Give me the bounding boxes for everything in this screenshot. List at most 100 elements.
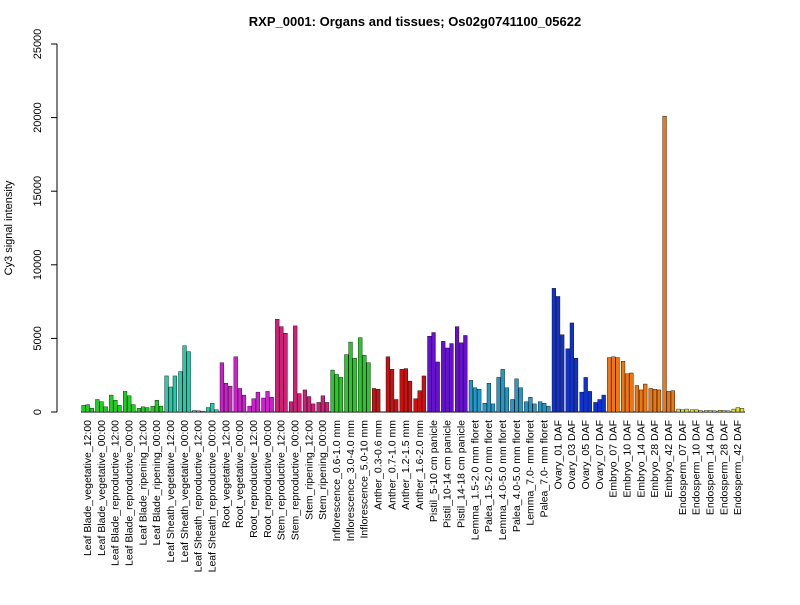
category-label-8: Leaf Sheath_reproductive_12:00 <box>193 420 205 573</box>
y-tick-label-1: 5000 <box>32 326 44 350</box>
bar-27-0 <box>454 326 460 413</box>
bar-6-0 <box>164 375 169 413</box>
category-label-47: Endosperm_42 DAF <box>732 420 744 515</box>
bar-23-0 <box>399 369 404 413</box>
bar-19-2 <box>352 358 357 413</box>
category-label-18: Inflorescence_0.6-1.0 mm <box>331 420 343 542</box>
bar-21-0 <box>371 388 377 413</box>
bar-46-1 <box>721 410 727 413</box>
bar-43-0 <box>676 408 681 413</box>
bar-2-1 <box>113 400 118 413</box>
bar-6-1 <box>168 386 173 413</box>
bar-19-1 <box>348 341 353 413</box>
bar-13-0 <box>261 397 266 413</box>
bar-46-0 <box>717 410 722 413</box>
bar-38-1 <box>611 356 616 413</box>
bar-24-0 <box>413 398 418 413</box>
bar-25-2 <box>435 361 440 413</box>
category-label-41: Embryo_28 DAF <box>649 420 661 498</box>
bar-31-0 <box>510 399 515 413</box>
bar-27-1 <box>459 342 464 413</box>
category-label-1: Leaf Blade_vegetative_00:00 <box>96 420 108 556</box>
bar-36-1 <box>583 377 588 413</box>
bar-44-2 <box>698 410 703 413</box>
bar-18-1 <box>334 374 339 413</box>
bar-12-0 <box>247 405 252 413</box>
bar-28-0 <box>468 380 473 413</box>
y-tick-label-0: 0 <box>32 409 44 415</box>
bar-26-1 <box>445 347 450 413</box>
bar-10-1 <box>223 383 229 413</box>
bar-37-1 <box>597 399 602 413</box>
bar-34-2 <box>560 334 565 413</box>
bar-9-0 <box>205 407 211 413</box>
bar-1-1 <box>99 401 104 413</box>
bar-32-2 <box>532 403 537 413</box>
bar-8-0 <box>192 410 197 413</box>
category-label-32: Lemma_7.0- mm floret <box>525 420 537 526</box>
bar-25-1 <box>431 332 436 413</box>
category-label-13: Root_reproductive_00:00 <box>262 420 274 538</box>
category-label-15: Stem_reproductive_00:00 <box>289 420 301 540</box>
bar-45-1 <box>708 410 713 413</box>
bar-16-1 <box>306 396 312 413</box>
bar-40-2 <box>643 383 648 413</box>
bar-26-2 <box>449 343 454 413</box>
bar-24-2 <box>421 375 426 413</box>
bar-1-2 <box>103 406 108 413</box>
bar-35-2 <box>573 358 579 413</box>
bar-0-2 <box>89 408 94 413</box>
bar-31-2 <box>518 387 523 413</box>
bar-34-0 <box>551 288 556 413</box>
bar-11-2 <box>241 394 247 413</box>
bar-41-1 <box>652 388 657 413</box>
category-label-31: Palea_4.0-5.0 mm floret <box>511 420 523 532</box>
category-label-9: Leaf Sheath_reproductive_00:00 <box>206 420 218 573</box>
category-label-12: Root_reproductive_12:00 <box>248 420 260 538</box>
bar-17-0 <box>316 402 321 413</box>
bar-30-1 <box>500 369 505 413</box>
bar-11-0 <box>233 356 238 413</box>
bar-45-0 <box>703 410 709 413</box>
y-axis: 0 5000 10000 15000 20000 25000 <box>32 29 58 415</box>
bar-10-2 <box>228 386 233 413</box>
bar-13-1 <box>265 391 270 413</box>
bar-23-1 <box>403 368 408 413</box>
bar-20-1 <box>362 355 367 413</box>
bar-22-0 <box>385 356 390 413</box>
category-label-35: Ovary_03 DAF <box>566 420 578 489</box>
bar-25-0 <box>427 335 432 413</box>
chart-title: RXP_0001: Organs and tissues; Os02g07411… <box>249 14 581 29</box>
category-label-29: Palea_1.5-2.0 mm floret <box>483 420 495 532</box>
y-axis-label: Cy3 signal intensity <box>3 180 15 275</box>
bar-37-2 <box>601 394 606 413</box>
bar-3-1 <box>127 395 132 413</box>
bar-35-1 <box>569 322 574 413</box>
category-label-25: Pistil_5-10 cm panicle <box>428 420 440 522</box>
bar-7-2 <box>186 351 191 413</box>
bar-12-1 <box>251 398 256 413</box>
bar-10-0 <box>219 362 224 413</box>
category-label-45: Endosperm_14 DAF <box>704 420 716 515</box>
bar-14-2 <box>283 333 288 413</box>
category-label-5: Leaf Blade_ripening_00:00 <box>151 420 163 546</box>
bar-17-1 <box>320 395 325 413</box>
bar-42-0 <box>662 115 667 413</box>
bar-40-1 <box>638 389 644 413</box>
category-label-26: Pistil_10-14 cm panicle <box>442 420 454 528</box>
bar-7-0 <box>178 371 183 413</box>
bars <box>81 115 745 413</box>
bar-1-0 <box>95 399 100 413</box>
bar-18-2 <box>338 377 343 413</box>
bar-35-0 <box>565 348 570 413</box>
bar-38-2 <box>615 357 620 413</box>
bar-42-2 <box>670 390 675 413</box>
bar-33-0 <box>537 401 543 413</box>
bar-6-2 <box>172 375 177 413</box>
bar-31-1 <box>514 378 519 413</box>
category-label-44: Endosperm_10 DAF <box>691 420 703 515</box>
bar-41-2 <box>656 389 662 413</box>
bar-47-1 <box>735 407 740 413</box>
bar-33-2 <box>546 405 551 413</box>
